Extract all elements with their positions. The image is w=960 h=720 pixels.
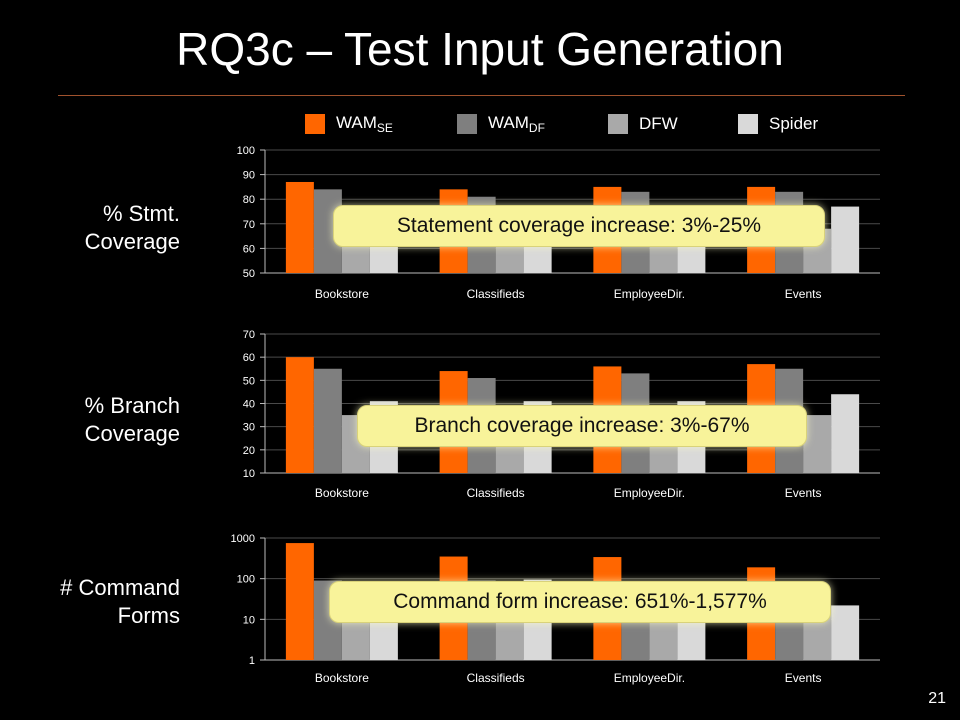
bar-spider-3 <box>831 394 860 473</box>
legend-item-wam-df: WAMDF <box>457 112 545 136</box>
bar-wam-df-0 <box>313 368 342 473</box>
legend-swatch <box>738 114 758 134</box>
page-number: 21 <box>928 690 946 707</box>
row-label-branch-coverage: % Branch Coverage <box>10 392 180 448</box>
y-tick-label: 70 <box>243 219 255 231</box>
x-category-label: Bookstore <box>315 671 369 685</box>
bar-spider-3 <box>831 206 860 273</box>
x-category-label: Events <box>785 287 822 301</box>
slide-title: RQ3c – Test Input Generation <box>176 23 784 75</box>
x-category-label: EmployeeDir. <box>614 671 685 685</box>
y-tick-label: 50 <box>243 268 255 280</box>
row-label-line1: % Stmt. <box>102 201 180 226</box>
legend-label: WAMDF <box>488 113 545 135</box>
y-tick-label: 70 <box>243 329 255 341</box>
y-tick-label: 40 <box>243 399 255 411</box>
row-label-line2: Forms <box>117 603 180 628</box>
y-tick-label: 50 <box>243 375 255 387</box>
bar-wam-se-0 <box>285 543 314 660</box>
row-label-line1: # Command <box>60 575 180 600</box>
legend-swatch <box>305 114 325 134</box>
legend-item-spider: Spider <box>738 112 818 136</box>
chart-legend: WAMSE WAMDF DFW Spider <box>0 112 960 136</box>
legend-swatch <box>608 114 628 134</box>
y-tick-label: 10 <box>243 614 255 626</box>
row-label-line2: Coverage <box>84 421 180 446</box>
y-tick-label: 1 <box>249 655 255 667</box>
x-category-label: Events <box>785 486 822 500</box>
command-forms-callout: Command form increase: 651%-1,577% <box>329 581 831 623</box>
y-tick-label: 90 <box>243 170 255 182</box>
y-tick-label: 60 <box>243 243 255 255</box>
x-category-label: Events <box>785 671 822 685</box>
x-category-label: Bookstore <box>315 287 369 301</box>
y-tick-label: 20 <box>243 445 255 457</box>
y-tick-label: 60 <box>243 352 255 364</box>
x-category-label: Classifieds <box>467 287 525 301</box>
bar-wam-se-0 <box>285 357 314 473</box>
legend-label: Spider <box>769 114 819 133</box>
legend-swatch <box>457 114 477 134</box>
stmt-coverage-callout: Statement coverage increase: 3%-25% <box>333 205 825 247</box>
row-label-line1: % Branch <box>84 393 180 418</box>
x-category-label: Bookstore <box>315 486 369 500</box>
x-category-label: EmployeeDir. <box>614 287 685 301</box>
legend-item-wam-se: WAMSE <box>305 112 393 136</box>
bar-wam-se-0 <box>285 181 314 273</box>
legend-label: WAMSE <box>336 113 393 135</box>
bar-spider-3 <box>831 605 860 660</box>
y-tick-label: 10 <box>243 468 255 480</box>
legend-item-dfw: DFW <box>608 112 678 136</box>
title-divider <box>58 95 905 96</box>
x-category-label: Classifieds <box>467 486 525 500</box>
y-tick-label: 80 <box>243 194 255 206</box>
row-label-stmt-coverage: % Stmt. Coverage <box>10 200 180 256</box>
y-tick-label: 100 <box>237 145 255 157</box>
x-category-label: Classifieds <box>467 671 525 685</box>
branch-coverage-callout: Branch coverage increase: 3%-67% <box>357 405 807 447</box>
y-tick-label: 100 <box>237 574 255 586</box>
y-tick-label: 1000 <box>231 533 255 545</box>
row-label-command-forms: # Command Forms <box>10 574 180 630</box>
row-label-line2: Coverage <box>84 229 180 254</box>
legend-label: DFW <box>639 114 678 133</box>
y-tick-label: 30 <box>243 422 255 434</box>
x-category-label: EmployeeDir. <box>614 486 685 500</box>
bar-dfw-3 <box>803 415 832 473</box>
